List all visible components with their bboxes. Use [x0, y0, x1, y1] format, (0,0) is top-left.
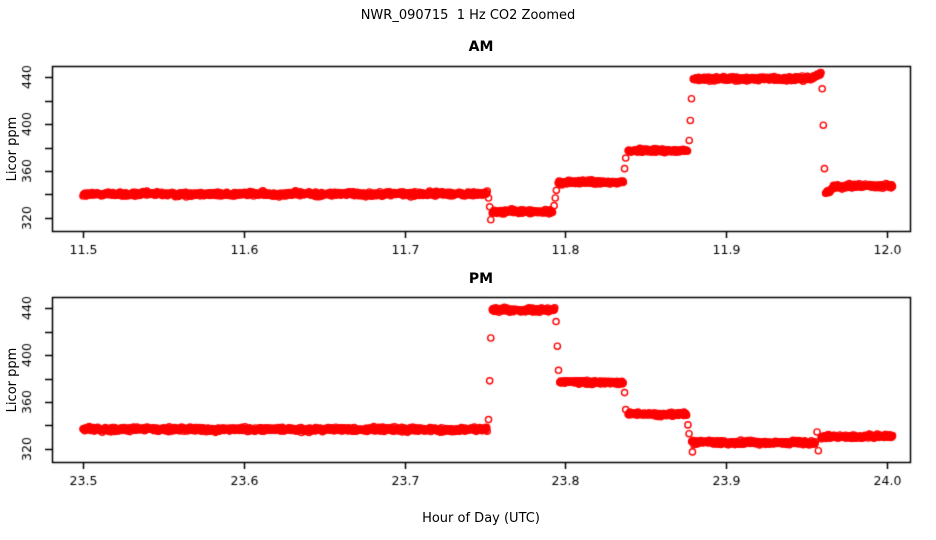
am-panel-title: AM — [468, 39, 494, 55]
y-axis-label-am: Licor ppm — [5, 116, 20, 182]
chart-title: NWR_090715 1 Hz CO2 Zoomed — [360, 8, 576, 23]
x-axis-label: Hour of Day (UTC) — [422, 511, 540, 526]
pm-panel-title: PM — [468, 271, 494, 287]
y-axis-label-pm: Licor ppm — [5, 347, 20, 413]
